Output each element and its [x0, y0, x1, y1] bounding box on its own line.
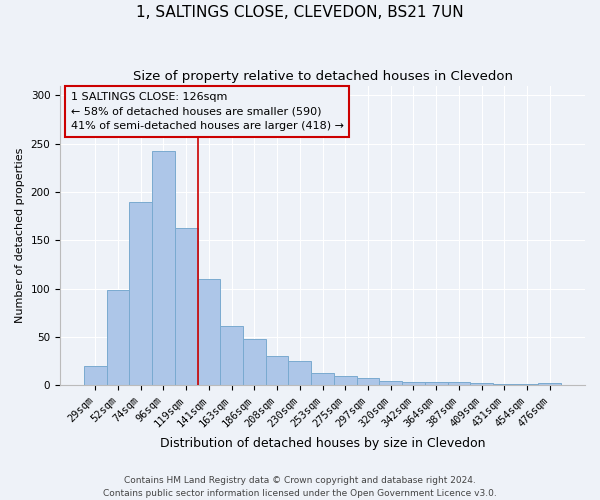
- Text: 1 SALTINGS CLOSE: 126sqm
← 58% of detached houses are smaller (590)
41% of semi-: 1 SALTINGS CLOSE: 126sqm ← 58% of detach…: [71, 92, 344, 131]
- Bar: [538, 384, 561, 386]
- Text: Contains HM Land Registry data © Crown copyright and database right 2024.
Contai: Contains HM Land Registry data © Crown c…: [103, 476, 497, 498]
- Bar: [107, 290, 130, 386]
- Bar: [448, 382, 470, 386]
- Bar: [470, 384, 493, 386]
- X-axis label: Distribution of detached houses by size in Clevedon: Distribution of detached houses by size …: [160, 437, 485, 450]
- Bar: [130, 202, 152, 386]
- Bar: [152, 152, 175, 386]
- Bar: [515, 384, 538, 386]
- Bar: [311, 373, 334, 386]
- Bar: [493, 384, 515, 386]
- Bar: [379, 382, 402, 386]
- Bar: [243, 339, 266, 386]
- Text: 1, SALTINGS CLOSE, CLEVEDON, BS21 7UN: 1, SALTINGS CLOSE, CLEVEDON, BS21 7UN: [136, 5, 464, 20]
- Bar: [266, 356, 289, 386]
- Y-axis label: Number of detached properties: Number of detached properties: [15, 148, 25, 323]
- Bar: [197, 279, 220, 386]
- Bar: [220, 326, 243, 386]
- Title: Size of property relative to detached houses in Clevedon: Size of property relative to detached ho…: [133, 70, 512, 83]
- Bar: [425, 382, 448, 386]
- Bar: [289, 361, 311, 386]
- Bar: [402, 382, 425, 386]
- Bar: [356, 378, 379, 386]
- Bar: [334, 376, 356, 386]
- Bar: [175, 228, 197, 386]
- Bar: [84, 366, 107, 386]
